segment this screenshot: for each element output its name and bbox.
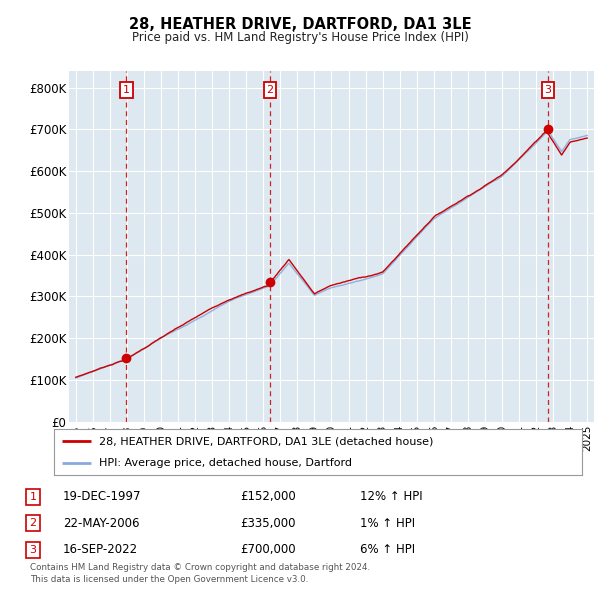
Text: HPI: Average price, detached house, Dartford: HPI: Average price, detached house, Dart… [99,458,352,468]
Text: £152,000: £152,000 [240,490,296,503]
Text: Price paid vs. HM Land Registry's House Price Index (HPI): Price paid vs. HM Land Registry's House … [131,31,469,44]
Text: 28, HEATHER DRIVE, DARTFORD, DA1 3LE: 28, HEATHER DRIVE, DARTFORD, DA1 3LE [128,17,472,32]
Text: 22-MAY-2006: 22-MAY-2006 [63,517,139,530]
Text: 16-SEP-2022: 16-SEP-2022 [63,543,138,556]
Text: £335,000: £335,000 [240,517,296,530]
Text: 2: 2 [266,85,274,95]
Text: 12% ↑ HPI: 12% ↑ HPI [360,490,422,503]
Text: 1: 1 [123,85,130,95]
Text: 2: 2 [29,519,37,528]
Text: 1% ↑ HPI: 1% ↑ HPI [360,517,415,530]
Text: 1: 1 [29,492,37,502]
Text: 3: 3 [29,545,37,555]
Text: 3: 3 [545,85,551,95]
Text: £700,000: £700,000 [240,543,296,556]
Text: 28, HEATHER DRIVE, DARTFORD, DA1 3LE (detached house): 28, HEATHER DRIVE, DARTFORD, DA1 3LE (de… [99,437,433,447]
Text: Contains HM Land Registry data © Crown copyright and database right 2024.: Contains HM Land Registry data © Crown c… [30,563,370,572]
Text: This data is licensed under the Open Government Licence v3.0.: This data is licensed under the Open Gov… [30,575,308,584]
Text: 19-DEC-1997: 19-DEC-1997 [63,490,142,503]
Text: 6% ↑ HPI: 6% ↑ HPI [360,543,415,556]
